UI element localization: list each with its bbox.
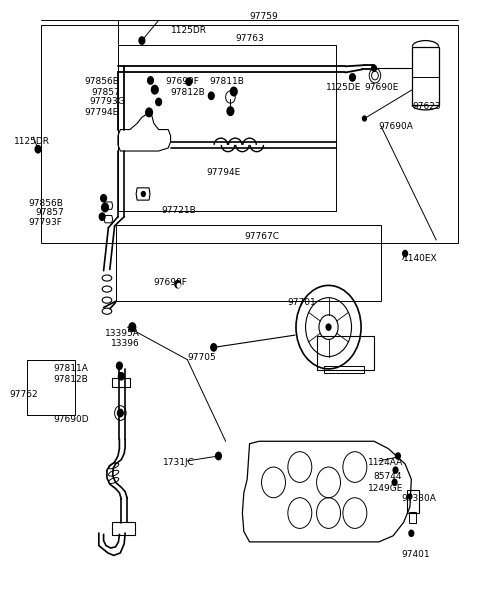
Bar bbox=[41, 25, 458, 243]
Text: 97857: 97857 bbox=[35, 208, 64, 217]
Text: 97811B: 97811B bbox=[209, 77, 244, 86]
Text: 97812B: 97812B bbox=[170, 87, 205, 97]
Circle shape bbox=[148, 77, 154, 84]
Text: 97794E: 97794E bbox=[206, 168, 241, 177]
Circle shape bbox=[129, 323, 136, 331]
Text: 1125DR: 1125DR bbox=[170, 26, 206, 34]
Circle shape bbox=[177, 284, 180, 287]
Text: 97705: 97705 bbox=[187, 353, 216, 362]
Bar bbox=[324, 366, 364, 373]
Circle shape bbox=[35, 146, 41, 153]
Text: 97762: 97762 bbox=[9, 390, 38, 399]
Circle shape bbox=[230, 87, 237, 96]
Text: 97856B: 97856B bbox=[84, 77, 120, 86]
Circle shape bbox=[117, 362, 122, 370]
Text: 85744: 85744 bbox=[373, 472, 402, 481]
Text: 97721B: 97721B bbox=[161, 206, 196, 215]
Circle shape bbox=[186, 78, 192, 85]
Text: 97701: 97701 bbox=[287, 298, 316, 307]
Text: 97794E: 97794E bbox=[84, 108, 119, 117]
Circle shape bbox=[211, 344, 216, 351]
Circle shape bbox=[146, 108, 153, 117]
Text: 97767C: 97767C bbox=[245, 232, 280, 242]
Text: 1140EX: 1140EX bbox=[403, 254, 437, 263]
Text: 97690F: 97690F bbox=[153, 279, 187, 287]
Circle shape bbox=[139, 37, 145, 44]
Bar bbox=[27, 360, 75, 415]
Circle shape bbox=[349, 74, 355, 81]
Text: 1731JC: 1731JC bbox=[163, 458, 195, 467]
Text: 97401: 97401 bbox=[402, 550, 431, 558]
Text: 97763: 97763 bbox=[235, 34, 264, 43]
Bar bbox=[116, 224, 381, 301]
Circle shape bbox=[208, 92, 214, 100]
Text: 1125DE: 1125DE bbox=[326, 83, 361, 92]
Text: 97690F: 97690F bbox=[166, 77, 200, 86]
Circle shape bbox=[372, 65, 376, 71]
Circle shape bbox=[396, 453, 400, 459]
Circle shape bbox=[101, 194, 107, 202]
Circle shape bbox=[156, 98, 161, 106]
Bar bbox=[407, 490, 419, 513]
Text: 1124AA: 1124AA bbox=[368, 458, 404, 467]
Circle shape bbox=[102, 203, 108, 212]
Circle shape bbox=[119, 373, 124, 380]
Circle shape bbox=[99, 213, 105, 220]
Text: 97811A: 97811A bbox=[53, 364, 88, 373]
Circle shape bbox=[152, 85, 158, 94]
Circle shape bbox=[403, 250, 408, 256]
Text: 97690E: 97690E bbox=[364, 83, 399, 92]
Circle shape bbox=[175, 280, 180, 288]
Circle shape bbox=[392, 479, 397, 485]
Circle shape bbox=[362, 116, 366, 121]
Text: 97793G: 97793G bbox=[89, 97, 125, 106]
Text: 97812B: 97812B bbox=[53, 375, 88, 384]
Bar bbox=[112, 522, 135, 534]
Text: 97690A: 97690A bbox=[379, 122, 414, 131]
Bar bbox=[412, 47, 439, 105]
Text: 97690D: 97690D bbox=[53, 415, 89, 424]
Text: 97857: 97857 bbox=[92, 87, 120, 97]
Circle shape bbox=[142, 191, 145, 196]
Text: 13395A: 13395A bbox=[105, 329, 140, 338]
Bar bbox=[317, 336, 374, 370]
Bar bbox=[112, 378, 130, 387]
Circle shape bbox=[118, 410, 123, 417]
Circle shape bbox=[216, 452, 221, 459]
Text: 1249GE: 1249GE bbox=[368, 484, 404, 493]
Text: 97759: 97759 bbox=[250, 12, 278, 20]
Text: 13396: 13396 bbox=[111, 339, 140, 347]
Circle shape bbox=[409, 530, 414, 536]
Text: 97623: 97623 bbox=[412, 101, 441, 111]
Circle shape bbox=[227, 107, 234, 116]
Text: 1125DR: 1125DR bbox=[14, 137, 50, 146]
Text: 97856B: 97856B bbox=[28, 199, 63, 208]
Bar bbox=[118, 45, 336, 210]
Text: 97793F: 97793F bbox=[28, 218, 62, 228]
Text: 97330A: 97330A bbox=[402, 494, 437, 504]
Circle shape bbox=[393, 467, 398, 473]
Circle shape bbox=[408, 494, 412, 499]
Circle shape bbox=[326, 324, 331, 330]
Bar bbox=[409, 512, 416, 523]
